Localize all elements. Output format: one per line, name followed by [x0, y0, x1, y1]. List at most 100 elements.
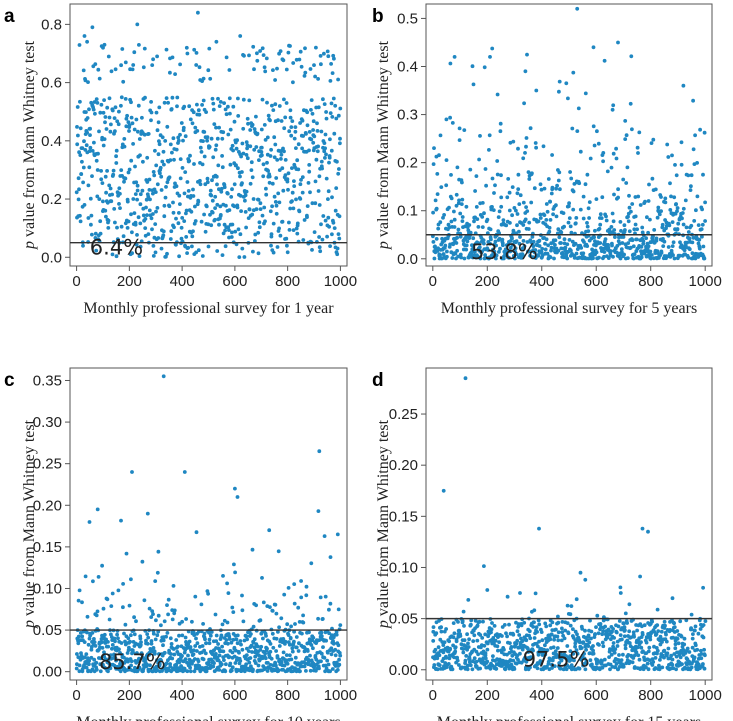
scatter-point	[543, 643, 547, 648]
scatter-point	[191, 187, 195, 192]
percent-label: 6.4%	[90, 235, 143, 259]
scatter-point	[532, 636, 537, 640]
scatter-point	[147, 606, 152, 611]
scatter-point	[227, 208, 232, 213]
scatter-point	[442, 640, 447, 645]
scatter-point	[636, 645, 640, 650]
scatter-point	[642, 623, 647, 628]
scatter-point	[457, 126, 462, 131]
scatter-point	[266, 113, 271, 118]
scatter-point	[157, 139, 161, 144]
scatter-point	[209, 136, 214, 141]
scatter-point	[636, 653, 641, 658]
scatter-point	[77, 150, 81, 155]
scatter-point	[553, 243, 557, 247]
scatter-point	[180, 633, 185, 638]
scatter-point	[104, 190, 108, 195]
scatter-point	[162, 100, 167, 105]
scatter-point	[206, 591, 211, 596]
scatter-point	[194, 530, 199, 535]
scatter-point	[467, 637, 471, 642]
scatter-point	[153, 190, 158, 195]
scatter-point	[621, 652, 625, 657]
scatter-point	[227, 228, 231, 233]
scatter-point	[689, 223, 694, 228]
scatter-point	[234, 163, 238, 168]
scatter-point	[313, 201, 318, 206]
scatter-point	[554, 203, 558, 208]
panel-b: b53.8%0 200 400 600 800 10000.00.10.20.30.40.…	[372, 3, 722, 317]
scatter-point	[569, 230, 574, 235]
scatter-point	[159, 658, 164, 663]
scatter-point	[321, 645, 325, 649]
scatter-point	[669, 194, 673, 199]
scatter-point	[696, 252, 700, 256]
scatter-point	[174, 662, 179, 667]
scatter-point	[76, 634, 81, 639]
scatter-point	[221, 574, 225, 578]
scatter-point	[507, 255, 511, 260]
scatter-point	[269, 243, 273, 248]
scatter-point	[623, 119, 628, 123]
scatter-point	[282, 149, 286, 154]
scatter-point	[569, 604, 574, 608]
scatter-point	[632, 665, 637, 669]
scatter-point	[298, 197, 303, 201]
scatter-point	[334, 186, 339, 191]
scatter-point	[129, 659, 134, 664]
scatter-point	[326, 54, 331, 59]
scatter-point	[600, 659, 604, 664]
scatter-point	[291, 228, 296, 233]
scatter-point	[483, 656, 488, 661]
scatter-point	[325, 49, 330, 54]
scatter-point	[628, 245, 633, 250]
scatter-point	[127, 603, 132, 608]
scatter-point	[525, 240, 530, 244]
scatter-point	[226, 591, 231, 595]
scatter-point	[274, 649, 278, 653]
scatter-point	[129, 212, 133, 217]
scatter-point	[543, 241, 547, 246]
scatter-point	[177, 193, 182, 198]
scatter-point	[256, 230, 261, 235]
scatter-point	[203, 651, 208, 656]
scatter-point	[514, 252, 519, 257]
scatter-point	[305, 204, 310, 209]
scatter-point	[632, 634, 636, 639]
scatter-point	[516, 172, 521, 177]
scatter-point	[136, 215, 141, 220]
scatter-point	[335, 246, 340, 251]
scatter-point	[657, 212, 662, 217]
scatter-point	[593, 228, 597, 233]
scatter-point	[526, 170, 531, 175]
scatter-point	[132, 632, 137, 637]
scatter-point	[114, 254, 119, 259]
scatter-point	[319, 129, 324, 134]
scatter-point	[314, 157, 319, 162]
scatter-point	[472, 633, 477, 638]
scatter-point	[307, 630, 311, 635]
scatter-point	[171, 136, 176, 141]
scatter-point	[92, 637, 96, 641]
scatter-point	[245, 156, 250, 161]
scatter-point	[596, 631, 601, 636]
scatter-point	[182, 666, 187, 671]
scatter-point	[139, 651, 144, 656]
scatter-point	[135, 651, 139, 655]
scatter-point	[680, 216, 684, 221]
scatter-point	[671, 253, 675, 257]
scatter-point	[293, 622, 297, 626]
scatter-point	[609, 249, 613, 254]
scatter-point	[602, 657, 607, 662]
scatter-point	[550, 666, 554, 670]
scatter-point	[512, 667, 517, 671]
scatter-point	[465, 239, 470, 244]
scatter-point	[556, 630, 561, 635]
scatter-point	[249, 168, 254, 173]
scatter-point	[119, 641, 124, 645]
scatter-point	[260, 97, 265, 102]
scatter-point	[201, 76, 206, 81]
scatter-point	[471, 244, 476, 248]
scatter-point	[516, 187, 521, 192]
